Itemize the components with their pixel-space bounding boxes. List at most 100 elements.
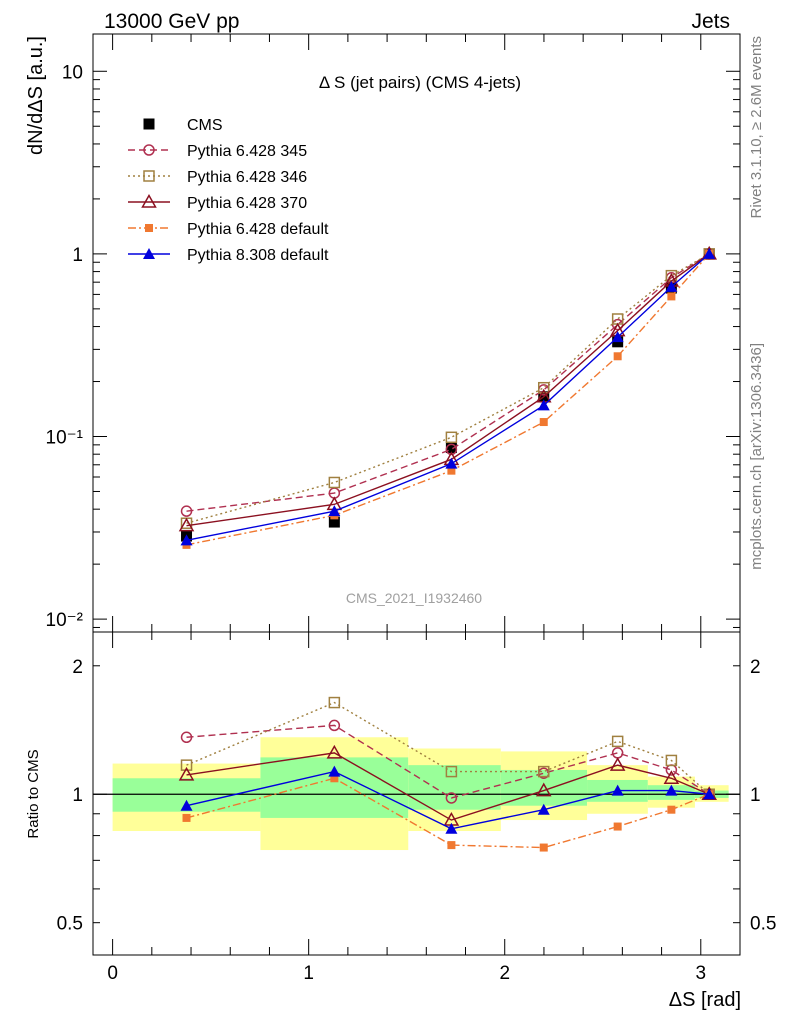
data-point-pythia-6-428-default-6 <box>667 805 676 814</box>
x-tick-label: 2 <box>499 963 510 984</box>
data-point-pythia-6-428-345-3 <box>445 792 458 804</box>
y-tick-label: 10⁻¹ <box>46 427 84 448</box>
y-tick-label-right: 0.5 <box>750 914 776 935</box>
data-point-pythia-6-428-346-6 <box>665 754 678 767</box>
ratio-plot-panel: 2 2 1 1 0.5 0.5 0 1 2 3 Ratio to CMS ΔS [rad] <box>25 631 776 1011</box>
data-point-pythia-6-428-default-4 <box>539 418 548 427</box>
legend-label-pythia-6-428-346: Pythia 6.428 346 <box>187 169 307 186</box>
legend-label-pythia-6-428-default: Pythia 6.428 default <box>187 221 329 238</box>
data-point-pythia-6-428-default-5 <box>613 352 622 361</box>
main-watermark: CMS_2021_I1932460 <box>346 590 482 606</box>
main-y-axis-label: dN/dΔS [a.u.] <box>25 36 47 155</box>
legend-label-cms: CMS <box>187 117 223 134</box>
data-point-pythia-6-428-345-2 <box>328 719 341 732</box>
data-point-pythia-8-308-default-6 <box>665 784 678 796</box>
legend-entry-cms: CMS <box>143 117 223 134</box>
data-point-pythia-6-428-370-2 <box>326 744 343 759</box>
data-point-pythia-8-308-default-4 <box>537 803 550 815</box>
data-point-pythia-8-308-default-3 <box>445 457 458 469</box>
data-point-pythia-6-428-346-3 <box>445 765 458 778</box>
y-tick-label: 10⁻² <box>46 610 84 631</box>
data-point-pythia-6-428-default-2 <box>330 774 339 783</box>
series-pythia-6-428-370 <box>178 744 718 826</box>
main-plot-panel: 10 1 10⁻¹ 10⁻² Δ S (jet pairs) (CMS 4-jets)… <box>25 33 741 633</box>
data-point-pythia-6-428-345-1 <box>180 505 193 517</box>
data-point-pythia-6-428-default-6 <box>667 292 676 301</box>
series-line-pythia-6-428-370 <box>186 752 710 821</box>
legend-label-pythia-6-428-345: Pythia 6.428 345 <box>187 143 307 160</box>
legend-label-pythia-8-308-default: Pythia 8.308 default <box>187 247 329 264</box>
y-tick-label: 0.5 <box>57 914 83 935</box>
y-tick-label: 2 <box>72 657 83 678</box>
legend-marker-pythia-6-428-345 <box>143 144 155 156</box>
plot-frame-border <box>92 631 741 956</box>
y-tick-label-right: 2 <box>750 657 761 678</box>
data-point-pythia-6-428-346-2 <box>328 696 341 709</box>
ratio-y-axis-label: Ratio to CMS <box>25 749 42 838</box>
data-point-pythia-8-308-default-2 <box>328 505 341 517</box>
data-point-pythia-6-428-346-2 <box>328 476 341 489</box>
data-point-pythia-6-428-370-4 <box>535 782 552 797</box>
series-pythia-8-308-default <box>180 765 716 834</box>
side-label-top: Rivet 3.1.10, ≥ 2.6M events <box>748 36 765 219</box>
y-tick-label: 1 <box>72 785 83 806</box>
y-tick-label: 1 <box>72 245 83 266</box>
data-point-pythia-8-308-default-5 <box>611 784 624 796</box>
data-point-pythia-8-308-default-1 <box>180 799 193 811</box>
data-point-pythia-6-428-default-3 <box>447 466 456 475</box>
x-tick-label: 3 <box>695 963 706 984</box>
series-pythia-8-308-default <box>180 247 716 546</box>
data-point-cms-2 <box>328 516 340 528</box>
data-point-pythia-6-428-default-5 <box>613 822 622 831</box>
data-point-pythia-8-308-default-1 <box>180 534 193 546</box>
legend-entry-pythia-8-308-default: Pythia 8.308 default <box>128 247 329 264</box>
data-point-cms-3 <box>445 442 457 454</box>
legend-entry-pythia-6-428-346: Pythia 6.428 346 <box>128 169 307 186</box>
legend-entry-pythia-6-428-345: Pythia 6.428 345 <box>128 143 307 160</box>
data-point-pythia-8-308-default-2 <box>328 765 341 777</box>
legend: CMS Pythia 6.428 345 Pythia 6.428 346 Pythi… <box>128 117 329 264</box>
legend-marker-cms <box>143 118 155 130</box>
data-point-pythia-6-428-default-1 <box>182 813 191 822</box>
main-title: Δ S (jet pairs) (CMS 4-jets) <box>319 73 521 92</box>
header-right: Jets <box>691 10 730 33</box>
series-line-pythia-6-428-345 <box>186 724 710 799</box>
data-point-pythia-6-428-346-4 <box>537 381 550 394</box>
data-point-pythia-6-428-370-5 <box>609 757 626 771</box>
data-point-pythia-6-428-345-1 <box>180 731 193 744</box>
legend-label-pythia-6-428-370: Pythia 6.428 370 <box>187 195 307 212</box>
series-line-pythia-6-428-345 <box>186 253 710 512</box>
legend-marker-pythia-6-428-346 <box>143 170 155 182</box>
x-tick-label: 0 <box>107 963 118 984</box>
main-plot-frame <box>93 34 740 632</box>
data-point-pythia-8-308-default-7 <box>703 247 716 259</box>
legend-marker-pythia-8-308-default <box>143 248 155 259</box>
header-left: 13000 GeV pp <box>104 10 239 33</box>
data-point-pythia-6-428-default-4 <box>539 843 548 852</box>
data-point-pythia-8-308-default-4 <box>537 399 550 411</box>
x-axis-label: ΔS [rad] <box>669 989 741 1011</box>
data-point-pythia-8-308-default-7 <box>703 788 716 800</box>
data-point-pythia-6-428-370-1 <box>178 766 195 781</box>
data-point-pythia-6-428-346-5 <box>611 735 624 748</box>
x-tick-label: 1 <box>303 963 314 984</box>
side-label-bottom: mcplots.cern.ch [arXiv:1306.3436] <box>748 343 765 570</box>
legend-marker-pythia-6-428-370 <box>141 193 157 208</box>
data-point-pythia-6-428-370-1 <box>178 517 195 532</box>
legend-marker-pythia-6-428-default <box>145 224 153 232</box>
data-point-pythia-6-428-346-3 <box>445 431 458 444</box>
data-point-pythia-8-308-default-5 <box>611 331 624 343</box>
data-point-pythia-6-428-346-4 <box>537 765 550 778</box>
y-tick-label-right: 1 <box>750 785 761 806</box>
legend-entry-pythia-6-428-370: Pythia 6.428 370 <box>128 193 307 212</box>
data-point-pythia-6-428-default-3 <box>447 841 456 850</box>
data-point-pythia-6-428-370-6 <box>663 770 680 785</box>
legend-entry-pythia-6-428-default: Pythia 6.428 default <box>128 221 329 238</box>
data-point-pythia-8-308-default-6 <box>665 280 678 292</box>
y-tick-label: 10 <box>62 62 83 83</box>
data-point-pythia-6-428-346-1 <box>180 759 193 771</box>
data-point-pythia-8-308-default-3 <box>445 822 458 834</box>
data-point-pythia-6-428-345-3 <box>445 443 458 456</box>
series-line-pythia-6-428-346 <box>186 701 710 795</box>
